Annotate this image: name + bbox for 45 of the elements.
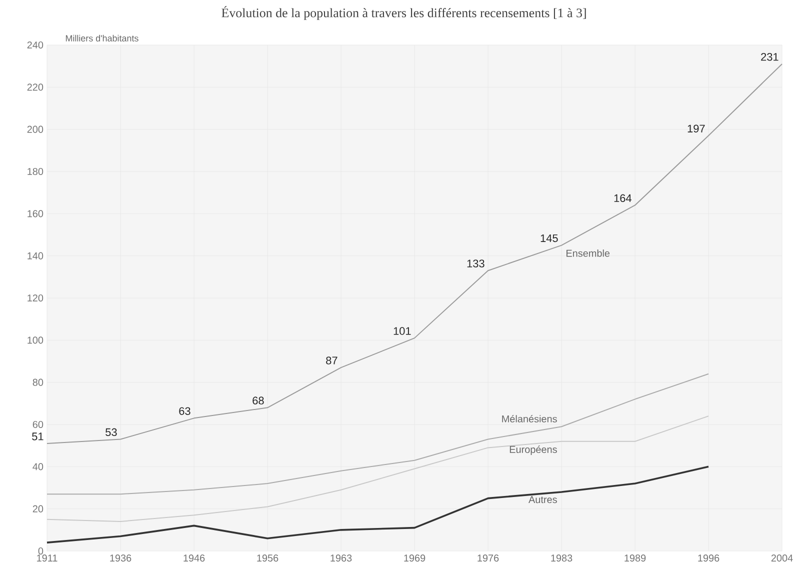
data-label: 51	[32, 432, 44, 440]
series-label: Mélanésiens	[502, 414, 557, 422]
data-label: 197	[688, 124, 705, 132]
y-tick-label: 200	[27, 126, 44, 133]
x-tick-label: 2004	[771, 554, 793, 562]
x-tick-label: 1976	[478, 554, 499, 562]
data-label: 87	[326, 356, 338, 364]
y-tick-label: 140	[28, 252, 44, 260]
x-tick-label: 1969	[404, 554, 426, 562]
x-tick-label: 1936	[110, 554, 132, 562]
data-label: 68	[252, 396, 264, 404]
data-label: 164	[614, 194, 632, 202]
data-label: 133	[467, 260, 484, 268]
y-tick-label: 220	[27, 84, 44, 91]
y-tick-label: 80	[32, 378, 44, 386]
x-tick-label: 1996	[698, 554, 720, 562]
y-tick-label: 240	[27, 41, 44, 49]
y-tick-label: 120	[28, 294, 44, 302]
y-tick-label: 0	[38, 547, 44, 555]
series-label: Autres	[528, 496, 557, 504]
data-label: 101	[394, 327, 411, 335]
series-label: Ensemble	[566, 249, 610, 257]
x-tick-label: 1983	[551, 554, 572, 562]
data-label: 53	[106, 428, 117, 436]
series-label: Européens	[510, 446, 557, 455]
x-tick-label: 1911	[37, 554, 58, 562]
y-tick-label: 60	[32, 420, 44, 428]
y-axis-title: Milliers d'habitants	[66, 34, 138, 42]
x-tick-label: 1956	[257, 554, 278, 562]
data-label: 63	[179, 407, 190, 415]
y-tick-label: 160	[28, 210, 44, 218]
y-tick-label: 20	[32, 505, 44, 512]
x-tick-label: 1946	[184, 554, 205, 562]
line-series	[46, 373, 710, 495]
chart-title: Évolution de la population à travers les différents recensements [1 à 3]	[222, 6, 586, 20]
line-series	[46, 416, 710, 522]
line-series	[46, 63, 783, 444]
x-tick-label: 1989	[624, 554, 646, 562]
line-series	[46, 466, 710, 544]
data-label: 231	[761, 53, 778, 61]
y-tick-label: 180	[28, 168, 44, 176]
y-tick-label: 40	[32, 463, 44, 470]
data-label: 145	[540, 234, 558, 242]
y-tick-label: 100	[28, 336, 44, 344]
x-tick-label: 1963	[330, 554, 352, 562]
